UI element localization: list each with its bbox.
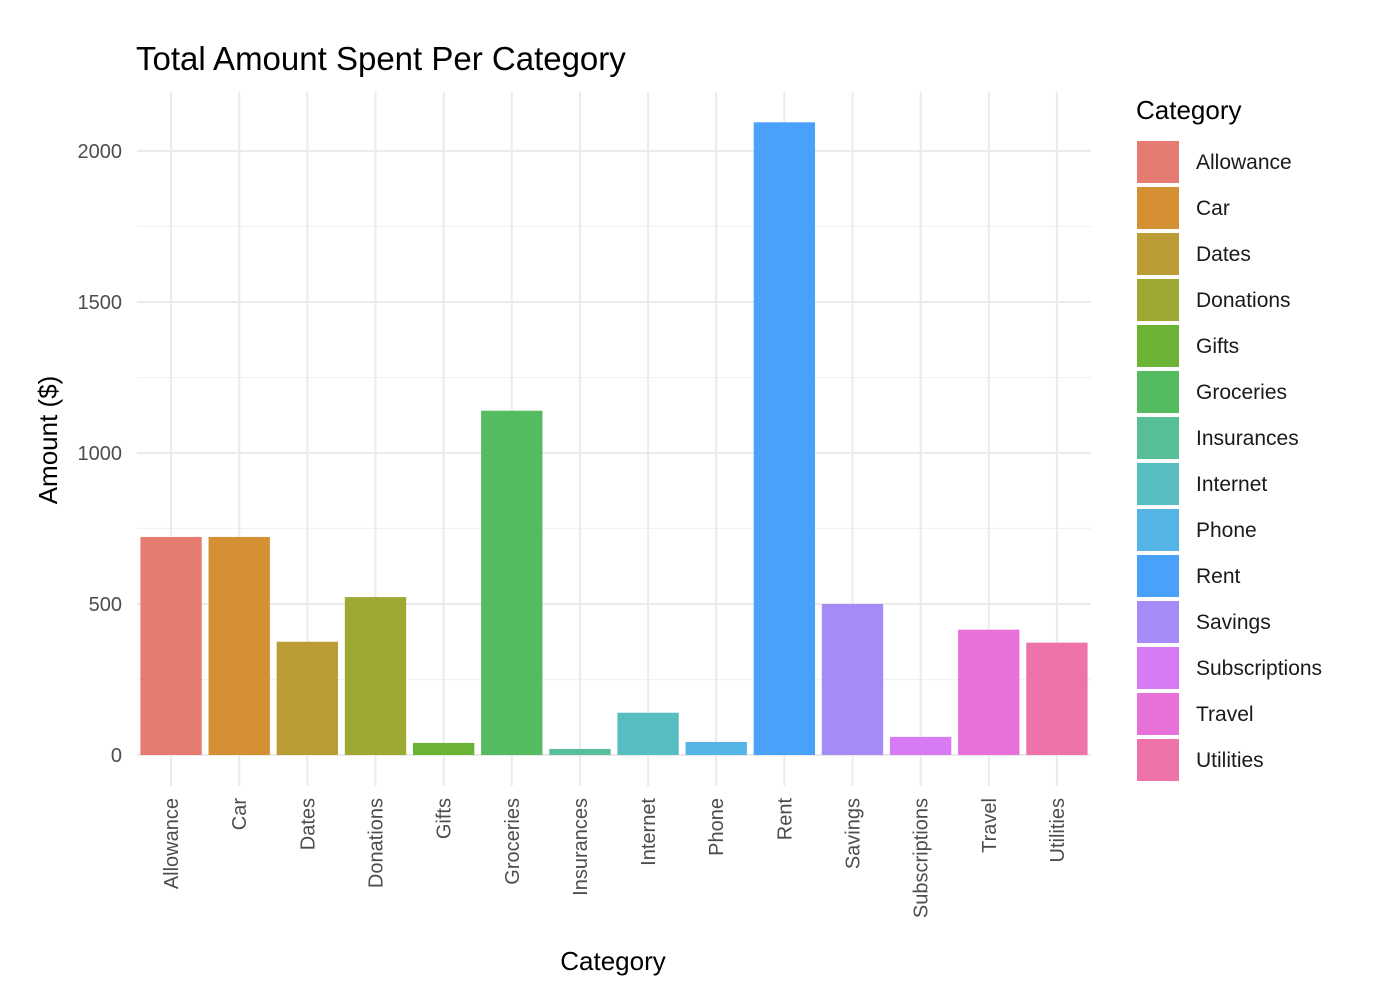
bar-rent (753, 122, 816, 755)
bar-utilities (1026, 642, 1088, 755)
bar-gifts (412, 742, 475, 755)
x-axis-ticks: Allowance Car Dates Donations Gifts Groceries… (161, 798, 1069, 919)
bar-phone (685, 742, 747, 755)
legend-key-rent (1137, 555, 1179, 597)
legend-label: Dates (1196, 243, 1251, 266)
legend-items: Allowance Car Dates Donations Gifts Groceries… (1137, 141, 1322, 781)
legend-label: Groceries (1196, 381, 1287, 404)
legend-key-insurances (1137, 417, 1179, 459)
bar-dates (276, 641, 339, 755)
legend-key-groceries (1137, 371, 1179, 413)
x-tick-label: Travel (979, 798, 1001, 853)
x-tick-label: Subscriptions (911, 798, 933, 918)
legend-label: Travel (1196, 703, 1254, 726)
legend-key-savings (1137, 601, 1179, 643)
legend-label: Rent (1196, 565, 1241, 588)
legend-key-subscriptions (1137, 647, 1179, 689)
legend-label: Savings (1196, 611, 1271, 634)
legend-label: Internet (1196, 473, 1267, 496)
legend-label: Allowance (1196, 151, 1292, 174)
x-tick-label: Rent (774, 798, 796, 841)
x-tick-label: Gifts (434, 798, 456, 839)
bar-travel (958, 629, 1020, 755)
bar-allowance (140, 536, 202, 755)
x-tick-label: Groceries (502, 798, 524, 885)
chart-title: Total Amount Spent Per Category (136, 40, 626, 77)
y-tick-label: 1000 (78, 443, 123, 465)
legend-key-internet (1137, 463, 1179, 505)
x-tick-label: Utilities (1047, 798, 1069, 862)
legend-key-allowance (1137, 141, 1179, 183)
legend-key-dates (1137, 233, 1179, 275)
legend-label: Insurances (1196, 427, 1299, 450)
x-tick-label: Dates (297, 798, 319, 850)
legend-key-phone (1137, 509, 1179, 551)
legend-label: Phone (1196, 519, 1257, 542)
y-tick-label: 1500 (78, 292, 123, 314)
bar-internet (617, 712, 679, 755)
y-axis-ticks: 0 500 1000 1500 2000 (78, 141, 123, 767)
x-tick-label: Internet (638, 798, 660, 866)
y-tick-label: 0 (111, 745, 122, 767)
legend: Category Allowance Car Dates Donations Gifts… (1136, 95, 1322, 781)
bars (140, 122, 1088, 755)
x-tick-label: Savings (843, 798, 865, 869)
legend-label: Donations (1196, 289, 1291, 312)
x-axis-title: Category (560, 946, 666, 976)
legend-key-utilities (1137, 739, 1179, 781)
legend-key-gifts (1137, 325, 1179, 367)
y-axis-title: Amount ($) (33, 376, 63, 505)
x-tick-label: Allowance (161, 798, 183, 889)
legend-label: Utilities (1196, 749, 1264, 772)
y-tick-label: 2000 (78, 141, 123, 163)
x-tick-label: Insurances (570, 798, 592, 896)
x-tick-label: Car (229, 798, 251, 831)
legend-label: Gifts (1196, 335, 1239, 358)
x-tick-label: Donations (366, 798, 388, 888)
bar-subscriptions (889, 736, 952, 755)
legend-label: Subscriptions (1196, 657, 1322, 680)
bar-car (208, 536, 270, 755)
x-tick-label: Phone (706, 798, 728, 856)
bar-groceries (481, 410, 543, 755)
legend-key-car (1137, 187, 1179, 229)
bar-insurances (549, 748, 611, 755)
bar-savings (821, 604, 884, 755)
y-tick-label: 500 (89, 594, 122, 616)
bar-donations (344, 597, 407, 755)
legend-label: Car (1196, 197, 1230, 220)
legend-key-donations (1137, 279, 1179, 321)
legend-key-travel (1137, 693, 1179, 735)
legend-title: Category (1136, 95, 1242, 125)
